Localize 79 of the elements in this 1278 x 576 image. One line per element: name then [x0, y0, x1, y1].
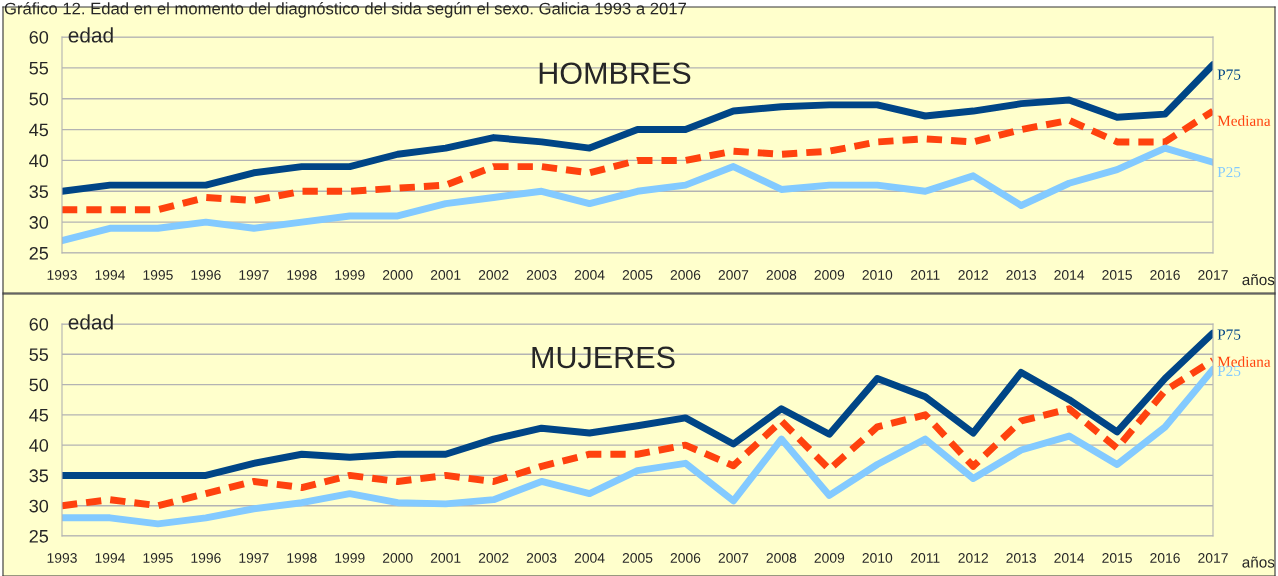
y-tick-label: 40 — [29, 439, 49, 452]
x-tick-label: 2010 — [862, 553, 893, 563]
x-tick-label: 1996 — [191, 270, 221, 280]
y-tick-label: 40 — [29, 154, 49, 168]
x-tick-label: 2005 — [622, 270, 653, 280]
x-tick-label: 2017 — [1198, 270, 1228, 280]
x-tick-label: 2004 — [574, 270, 605, 280]
y-axis-title: edad — [68, 27, 113, 43]
x-tick-label: 2009 — [814, 553, 845, 563]
x-tick-label: 2003 — [526, 553, 557, 563]
x-tick-label: 2011 — [911, 270, 940, 280]
x-tick-label: 1993 — [47, 270, 77, 280]
x-tick-label: 2016 — [1150, 270, 1180, 280]
y-tick-label: 55 — [29, 348, 49, 362]
x-tick-label: 2004 — [574, 553, 605, 563]
x-tick-label: 1995 — [143, 553, 173, 563]
y-tick-label: 45 — [29, 408, 49, 422]
y-tick-label: 30 — [29, 499, 49, 513]
x-tick-label: 2013 — [1006, 553, 1037, 563]
y-tick-label: 35 — [29, 469, 49, 483]
text: HOMBRES — [539, 62, 691, 85]
x-tick-label: 2006 — [670, 553, 701, 563]
series-label: Mediana — [1217, 115, 1271, 126]
x-tick-label: 2007 — [718, 553, 749, 563]
x-tick-label: 1999 — [335, 553, 365, 563]
text: MUJERES — [532, 346, 675, 369]
x-tick-label: 2005 — [622, 553, 653, 563]
x-tick-label: 2002 — [478, 553, 509, 563]
x-tick-label: 2015 — [1102, 553, 1132, 563]
series-label: P75 — [1217, 69, 1241, 80]
y-tick-label: 25 — [29, 529, 49, 543]
x-tick-label: 2006 — [670, 270, 701, 280]
x-tick-label: 1994 — [95, 270, 125, 280]
x-tick-label: 2010 — [862, 270, 893, 280]
y-axis-title: edad — [68, 314, 113, 330]
x-tick-label: 2016 — [1150, 553, 1180, 563]
x-tick-label: 2008 — [766, 270, 797, 280]
y-tick-label: 25 — [29, 246, 49, 260]
x-tick-label: 1998 — [287, 553, 317, 563]
x-tick-label: 2014 — [1054, 270, 1085, 280]
x-tick-label: 1999 — [335, 270, 365, 280]
y-tick-label: 50 — [29, 378, 49, 392]
x-tick-label: 2001 — [430, 270, 461, 280]
y-tick-label: 35 — [29, 185, 49, 199]
x-tick-label: 2000 — [382, 553, 413, 563]
x-tick-label: 1996 — [191, 553, 221, 563]
x-tick-label: 1995 — [143, 270, 173, 280]
x-tick-label: 2011 — [911, 553, 940, 563]
x-tick-label: 2000 — [382, 270, 413, 280]
x-tick-label: 2002 — [478, 270, 509, 280]
x-tick-label: 2015 — [1102, 270, 1132, 280]
series-label: Mediana — [1217, 356, 1271, 367]
x-tick-label: 1993 — [47, 553, 77, 563]
x-tick-label: 2013 — [1006, 270, 1037, 280]
x-tick-label: 1994 — [95, 553, 125, 563]
x-tick-label: 1998 — [287, 270, 317, 280]
x-axis-title: años — [1242, 556, 1275, 568]
x-tick-label: 2003 — [526, 270, 557, 280]
series-label: P75 — [1217, 329, 1241, 340]
y-tick-label: 60 — [29, 317, 49, 331]
y-tick-label: 60 — [29, 30, 49, 44]
x-tick-label: 2012 — [958, 553, 988, 563]
series-label: P25 — [1217, 365, 1241, 377]
y-tick-label: 50 — [29, 92, 49, 106]
series-label: P25 — [1217, 166, 1241, 178]
x-tick-label: 2008 — [766, 553, 797, 563]
x-tick-label: 2012 — [958, 270, 988, 280]
x-tick-label: 1997 — [239, 270, 269, 280]
x-tick-label: 2009 — [814, 270, 845, 280]
x-axis-title: años — [1242, 274, 1275, 286]
x-tick-label: 2017 — [1198, 553, 1228, 563]
x-tick-label: 2001 — [430, 553, 461, 563]
y-tick-label: 30 — [29, 216, 49, 229]
text: Gráfico 12. Edad en el momento del diagnóstico del sida según el sexo. Galicia 1993 a 2017 — [4, 2, 687, 18]
y-tick-label: 55 — [29, 61, 49, 75]
y-tick-label: 45 — [29, 123, 49, 137]
x-tick-label: 1997 — [239, 553, 269, 563]
x-tick-label: 2007 — [718, 270, 749, 280]
x-tick-label: 2014 — [1054, 553, 1085, 563]
